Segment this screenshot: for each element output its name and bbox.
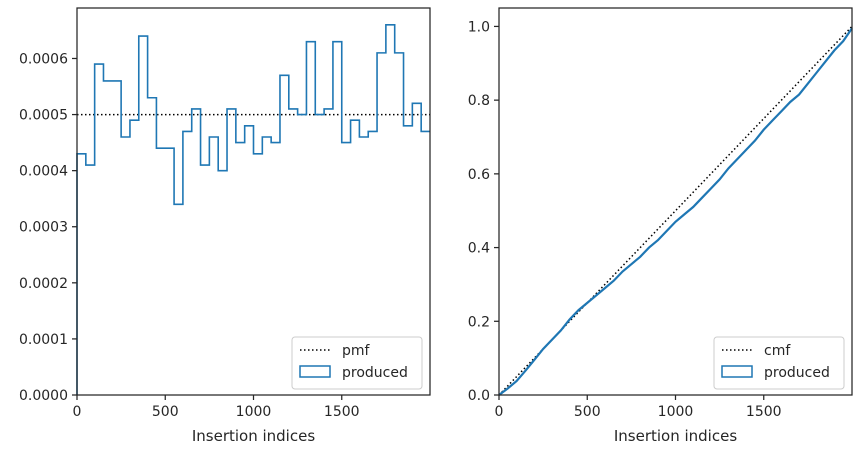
left-legend-pmf-label: pmf <box>342 343 371 359</box>
y-tick-label: 0.0000 <box>19 388 68 404</box>
right-axes-ticks: 0 500 1000 1500 0.0 0.2 0.4 0.6 0.8 1.0 <box>468 19 782 420</box>
right-axes: 0 500 1000 1500 0.0 0.2 0.4 0.6 0.8 1.0 Insertion… <box>468 7 853 445</box>
y-tick-label: 0.0001 <box>19 332 68 348</box>
right-legend: cmf produced <box>713 336 845 390</box>
y-tick-label: 0.0003 <box>19 220 68 236</box>
x-tick-label: 0 <box>495 404 504 420</box>
left-legend-produced-label: produced <box>342 365 408 381</box>
y-tick-label: 0.0002 <box>19 276 68 292</box>
right-legend-produced-swatch <box>721 365 753 378</box>
right-axes-frame <box>498 7 853 396</box>
y-tick-label: 1.0 <box>468 19 490 35</box>
y-tick-label: 0.6 <box>468 167 490 183</box>
left-axes: 0 500 1000 1500 0.0000 0.0001 0.0002 0.0003 0.00… <box>19 7 431 445</box>
produced-cumulative-line <box>498 27 853 396</box>
x-tick-label: 0 <box>73 404 82 420</box>
right-legend-cmf-label: cmf <box>764 343 791 359</box>
y-tick-label: 0.2 <box>468 314 490 330</box>
y-tick-label: 0.0004 <box>19 164 68 180</box>
y-tick-label: 0.4 <box>468 241 490 257</box>
x-tick-label: 1000 <box>658 404 694 420</box>
x-tick-label: 500 <box>574 404 601 420</box>
left-legend: pmf produced <box>291 336 423 390</box>
left-axes-ticks: 0 500 1000 1500 0.0000 0.0001 0.0002 0.0003 0.00… <box>19 51 360 420</box>
pmf-histogram-marks <box>76 24 430 395</box>
x-tick-label: 1500 <box>746 404 782 420</box>
produced-histogram-step <box>76 24 430 395</box>
y-tick-label: 0.0006 <box>19 51 68 67</box>
x-tick-label: 500 <box>152 404 179 420</box>
right-xlabel: Insertion indices <box>614 427 737 445</box>
x-tick-label: 1000 <box>236 404 272 420</box>
cmf-line-marks <box>498 25 853 396</box>
left-legend-produced-swatch <box>299 365 331 378</box>
right-legend-produced-label: produced <box>764 365 830 381</box>
y-tick-label: 0.8 <box>468 93 490 109</box>
left-axes-frame <box>76 7 431 396</box>
y-tick-label: 0.0 <box>468 388 490 404</box>
y-tick-label: 0.0005 <box>19 108 68 124</box>
x-tick-label: 1500 <box>324 404 360 420</box>
left-xlabel: Insertion indices <box>192 427 315 445</box>
